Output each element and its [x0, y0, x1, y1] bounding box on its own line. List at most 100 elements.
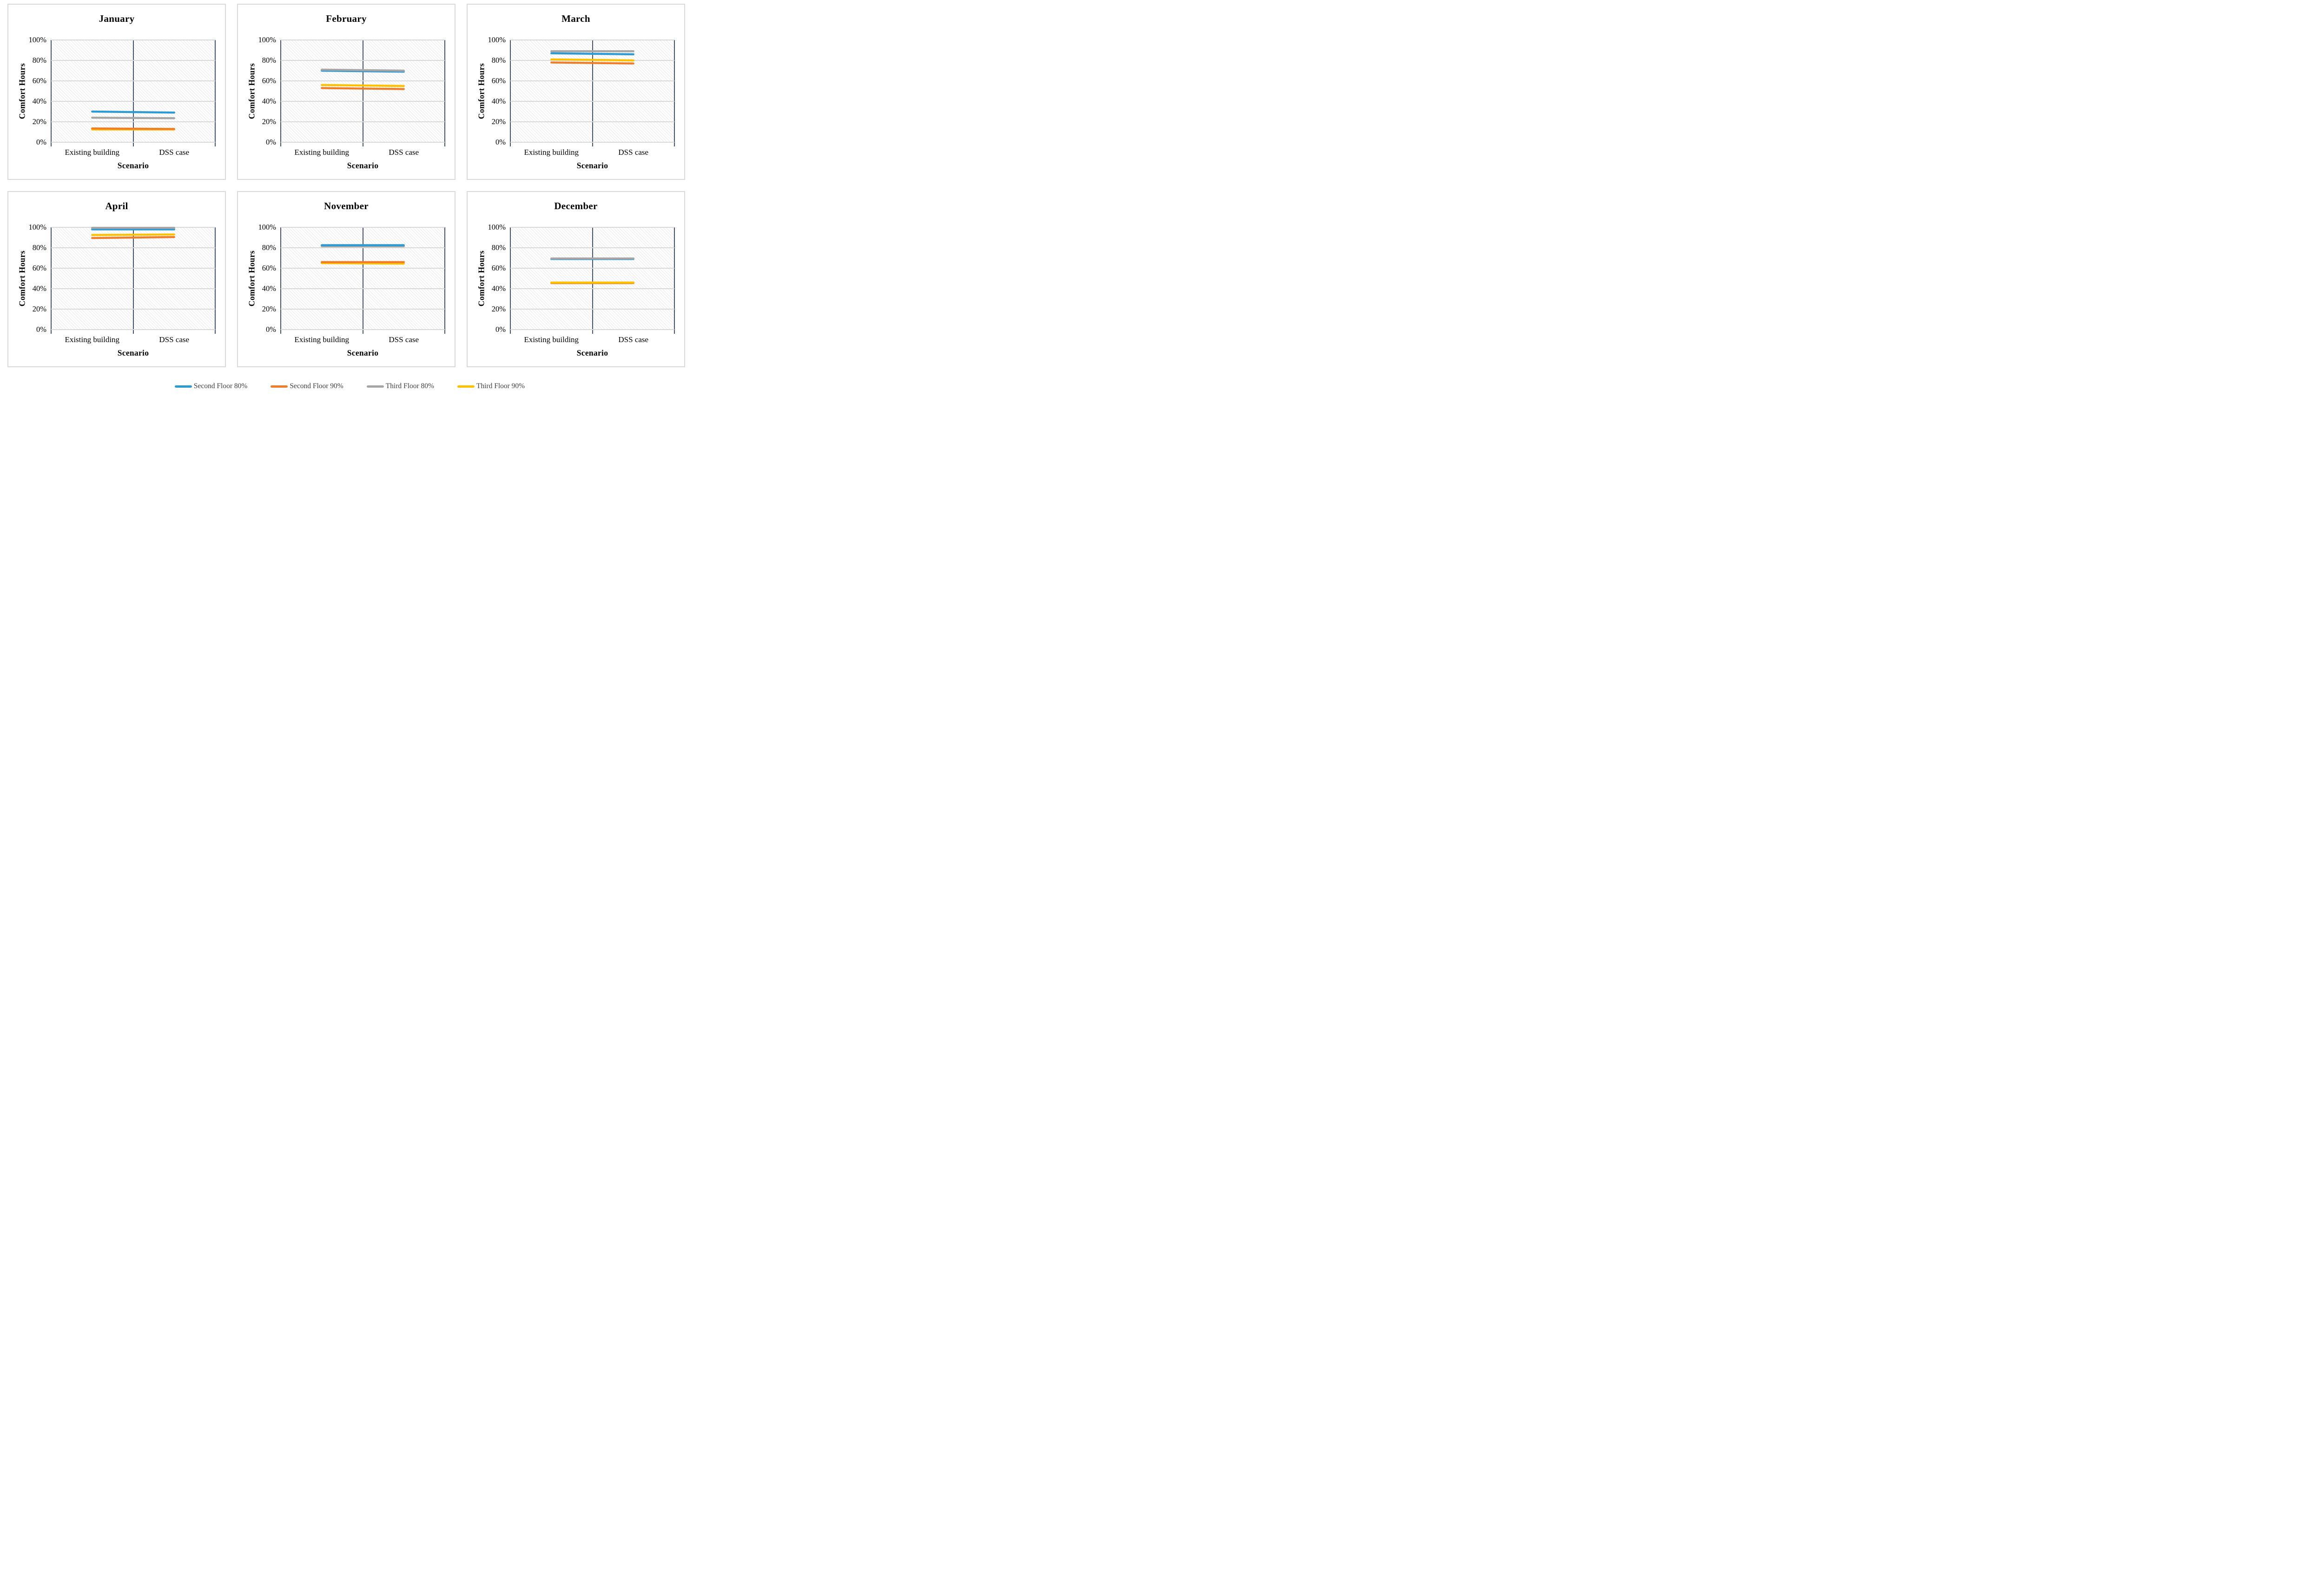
chart-panel-february: February Comfort Hours 0% 20% 40% 60% 80% 100… [237, 4, 456, 180]
y-gridline [510, 247, 674, 248]
chart-title: February [326, 13, 367, 24]
series-line-second-floor-90- [91, 127, 175, 130]
x-axis-title: Scenario [117, 348, 149, 357]
y-tick-label: 0% [495, 325, 506, 334]
y-tick-label: 80% [491, 243, 506, 252]
y-axis-tick-labels: 0% 20% 40% 60% 80% 100% [468, 223, 506, 334]
y-gridline [51, 268, 215, 269]
y-gridline [51, 101, 215, 102]
y-gridline [51, 60, 215, 61]
plot-area [280, 40, 445, 146]
x-category-label: Existing building [65, 335, 120, 344]
y-gridline [281, 121, 445, 122]
x-gridline-right [674, 227, 675, 334]
y-tick-label: 40% [262, 284, 276, 293]
series-lines [91, 226, 175, 239]
legend-label: Third Floor 80% [385, 382, 434, 390]
y-tick-label: 60% [262, 264, 276, 272]
y-tick-label: 60% [262, 76, 276, 85]
y-gridline [510, 101, 674, 102]
y-gridline [510, 309, 674, 310]
y-axis-line [510, 40, 511, 146]
y-tick-label: 20% [262, 117, 276, 126]
x-axis-category-labels: Existing building DSS case [281, 148, 445, 158]
x-axis-title: Scenario [117, 161, 149, 170]
y-tick-label: 20% [491, 304, 506, 313]
x-category-label: Existing building [524, 148, 579, 157]
chart-title: January [99, 13, 135, 24]
y-gridline [281, 268, 445, 269]
x-category-label: DSS case [159, 335, 190, 344]
series-line-third-floor-90- [321, 84, 405, 87]
chart-legend: Second Floor 80% Second Floor 90% Third Fl… [0, 382, 700, 390]
x-axis-category-labels: Existing building DSS case [51, 335, 215, 345]
y-gridline [281, 247, 445, 248]
x-gridline-right [444, 40, 445, 146]
y-gridline [51, 142, 215, 143]
y-tick-label: 100% [28, 35, 47, 44]
y-axis-tick-labels: 0% 20% 40% 60% 80% 100% [238, 223, 277, 334]
x-axis-category-labels: Existing building DSS case [281, 335, 445, 345]
series-line-second-floor-90- [321, 87, 405, 90]
x-category-label: DSS case [618, 148, 649, 157]
x-axis-title: Scenario [347, 161, 379, 170]
chart-panel-march: March Comfort Hours 0% 20% 40% 60% 80% 100% E… [467, 4, 685, 180]
y-tick-label: 0% [266, 325, 276, 334]
x-gridline-right [444, 227, 445, 334]
y-axis-line [280, 40, 281, 146]
chart-panel-april: April Comfort Hours 0% 20% 40% 60% 80% 100% E… [7, 191, 226, 367]
y-gridline [51, 247, 215, 248]
legend-item: Second Floor 90% [271, 382, 343, 390]
x-category-label: Existing building [294, 335, 350, 344]
y-gridline [510, 268, 674, 269]
x-gridline-mid [132, 40, 134, 146]
y-tick-label: 80% [32, 243, 46, 252]
y-tick-label: 60% [32, 264, 46, 272]
y-tick-label: 0% [36, 325, 46, 334]
y-tick-label: 100% [258, 223, 277, 231]
y-tick-label: 60% [491, 264, 506, 272]
x-category-label: DSS case [618, 335, 649, 344]
y-gridline [51, 80, 215, 81]
y-gridline [281, 227, 445, 228]
y-gridline [51, 309, 215, 310]
legend-swatch [366, 385, 384, 388]
y-axis-line [51, 40, 52, 146]
y-gridline [510, 142, 674, 143]
x-gridline-mid [592, 227, 593, 334]
chart-title: April [105, 200, 128, 212]
y-tick-label: 40% [32, 284, 46, 293]
y-gridline [51, 288, 215, 289]
y-tick-label: 0% [495, 138, 506, 146]
series-line-second-floor-90- [91, 236, 175, 239]
plot-area [51, 226, 216, 334]
y-axis-tick-labels: 0% 20% 40% 60% 80% 100% [468, 35, 506, 146]
y-axis-tick-labels: 0% 20% 40% 60% 80% 100% [238, 35, 277, 146]
x-gridline-right [215, 40, 216, 146]
chart-panel-december: December Comfort Hours 0% 20% 40% 60% 80% 100… [467, 191, 685, 367]
y-tick-label: 80% [491, 56, 506, 65]
y-tick-label: 100% [258, 35, 277, 44]
chart-panel-november: November Comfort Hours 0% 20% 40% 60% 80% 100… [237, 191, 456, 367]
x-axis-title: Scenario [347, 348, 379, 357]
y-gridline [510, 227, 674, 228]
plot-area [280, 227, 445, 334]
y-axis-line [280, 227, 281, 334]
y-axis-line [510, 227, 511, 334]
chart-title: November [324, 200, 369, 212]
series-lines [550, 50, 634, 65]
series-lines [91, 110, 175, 131]
chart-grid: January Comfort Hours 0% 20% 40% 60% 80% 100%… [0, 0, 700, 367]
y-tick-label: 40% [32, 97, 46, 106]
legend-label: Second Floor 90% [290, 382, 343, 390]
y-tick-label: 40% [262, 97, 276, 106]
legend-item: Third Floor 90% [457, 382, 525, 390]
x-category-label: Existing building [294, 148, 350, 157]
series-lines [321, 244, 405, 265]
series-line-third-floor-80- [321, 68, 405, 72]
y-gridline [51, 329, 215, 330]
x-category-label: DSS case [389, 335, 419, 344]
legend-label: Second Floor 80% [193, 382, 248, 390]
x-axis-title: Scenario [576, 348, 608, 357]
y-tick-label: 80% [262, 56, 276, 65]
